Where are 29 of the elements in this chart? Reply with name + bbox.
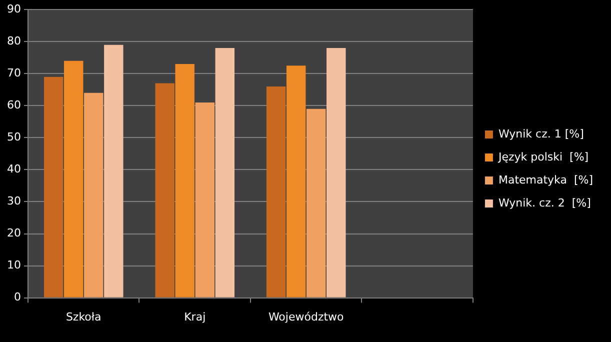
bar — [175, 64, 194, 298]
y-tick-label: 30 — [6, 194, 21, 208]
bar — [215, 48, 235, 298]
bar — [326, 48, 346, 298]
y-tick-label: 40 — [6, 162, 21, 176]
legend-label: Wynik. cz. 2 [%] — [498, 196, 591, 210]
y-tick-label: 70 — [6, 66, 21, 80]
x-tick-label: Kraj — [184, 310, 206, 324]
bar — [286, 66, 306, 298]
y-tick-label: 80 — [6, 34, 21, 48]
y-tick-label: 90 — [6, 2, 21, 16]
bar — [195, 102, 214, 298]
bar — [64, 60, 84, 298]
y-tick-label: 0 — [14, 290, 21, 304]
bar — [306, 108, 326, 298]
legend-label: Wynik cz. 1 [%] — [498, 127, 584, 140]
y-tick-label: 60 — [6, 98, 21, 112]
x-tick-label: Województwo — [268, 310, 344, 324]
y-tick-label: 20 — [6, 226, 21, 240]
y-tick-label: 50 — [6, 130, 21, 144]
y-tick-label: 10 — [6, 258, 21, 272]
bar — [104, 44, 124, 298]
x-tick-label: Szkoła — [66, 310, 102, 324]
bar — [44, 76, 64, 298]
legend-label: Język polski [%] — [497, 150, 589, 164]
bar — [266, 86, 286, 298]
bar — [155, 83, 174, 298]
bar — [84, 92, 104, 298]
legend-label: Matematyka [%] — [498, 173, 594, 186]
